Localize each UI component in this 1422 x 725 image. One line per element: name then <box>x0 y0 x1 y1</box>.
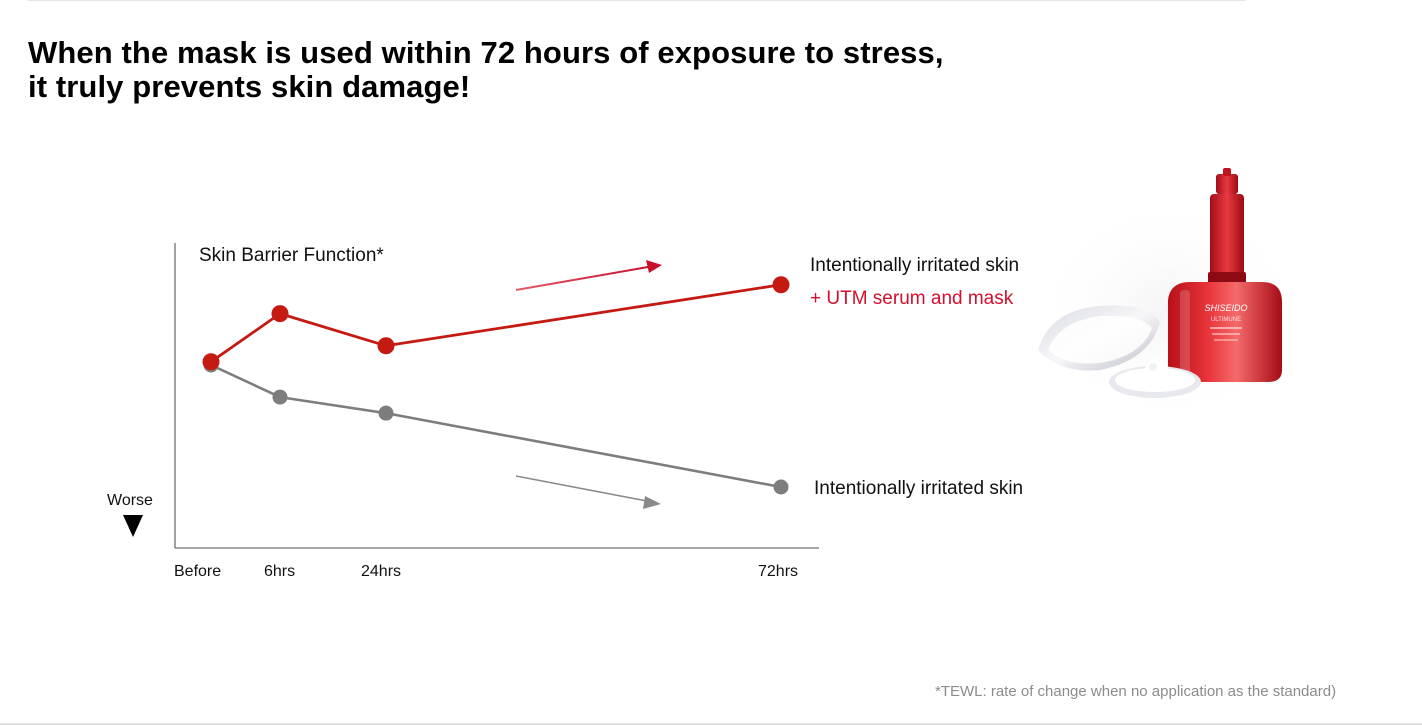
footnote: *TEWL: rate of change when no applicatio… <box>935 683 1337 700</box>
product-brand-text: SHISEIDO <box>1204 303 1247 313</box>
product-image: SHISEIDO ULTIMUNE <box>1038 168 1290 405</box>
product-name-text: ULTIMUNE <box>1211 317 1241 323</box>
untreated-data-point <box>272 389 288 405</box>
treated-data-point <box>202 353 220 371</box>
down-triangle-icon <box>123 515 143 537</box>
untreated-data-point <box>773 479 789 495</box>
page-headline: When the mask is used within 72 hours of… <box>28 36 944 104</box>
worse-label: Worse <box>107 492 153 509</box>
x-tick-labels: Before 6hrs 24hrs 72hrs <box>174 563 798 580</box>
series-untreated <box>203 357 789 495</box>
chart-title: Skin Barrier Function* <box>199 245 384 266</box>
top-divider <box>28 0 1246 1</box>
treated-data-point <box>772 276 790 294</box>
treated-data-point <box>271 305 289 323</box>
x-tick-label: 72hrs <box>758 563 798 580</box>
trend-down-arrow-line <box>515 475 648 502</box>
untreated-data-point <box>378 405 394 421</box>
headline-line-1: When the mask is used within 72 hours of… <box>28 35 944 70</box>
legend-treated-line1: Intentionally irritated skin <box>810 255 1019 276</box>
trend-up-arrow-icon <box>646 260 662 273</box>
headline-line-2: it truly prevents skin damage! <box>28 69 471 104</box>
bottom-divider <box>0 723 1422 725</box>
treated-data-point <box>377 337 395 355</box>
treated-series-line <box>210 283 782 363</box>
untreated-series-line <box>210 363 782 489</box>
x-tick-label: 6hrs <box>264 563 295 580</box>
x-tick-label: Before <box>174 563 221 580</box>
trend-down-arrow-icon <box>643 496 661 509</box>
legend-treated-line2: + UTM serum and mask <box>810 288 1014 309</box>
legend-untreated: Intentionally irritated skin <box>814 478 1023 499</box>
trend-up-arrow-line <box>515 266 649 291</box>
series-treated <box>202 276 790 371</box>
x-tick-label: 24hrs <box>361 563 401 580</box>
